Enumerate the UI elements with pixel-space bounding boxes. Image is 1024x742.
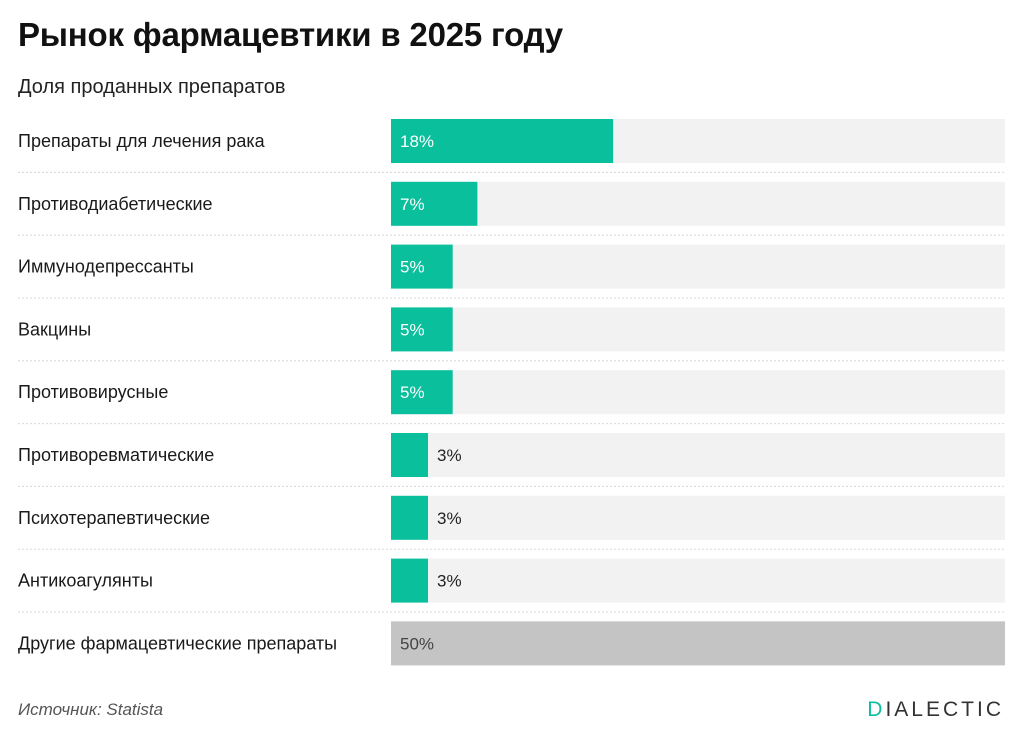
bar (391, 558, 429, 603)
category-label: Противоревматические (18, 445, 214, 465)
value-label: 3% (437, 446, 462, 465)
bar-track (391, 370, 1005, 415)
category-label: Противодиабетические (18, 194, 213, 214)
chart-title: Рынок фармацевтики в 2025 году (18, 16, 563, 53)
bar-track (391, 495, 1005, 540)
value-label: 5% (400, 383, 425, 402)
bar (391, 119, 614, 163)
value-label: 7% (400, 195, 425, 214)
source-note: Источник: Statista (18, 700, 164, 719)
value-label: 5% (400, 258, 425, 277)
category-label: Иммунодепрессанты (18, 257, 194, 277)
chart-subtitle: Доля проданных препаратов (18, 76, 286, 98)
category-label: Вакцины (18, 319, 91, 339)
bar (391, 621, 1005, 666)
category-label: Другие фармацевтические препараты (18, 633, 337, 653)
bar (391, 181, 478, 226)
bar (391, 307, 453, 352)
bar-track (391, 433, 1005, 477)
value-label: 5% (400, 320, 425, 339)
bar-track (391, 244, 1005, 289)
value-label: 18% (400, 132, 434, 151)
bar (391, 370, 453, 415)
value-label: 50% (400, 634, 434, 653)
bar-track (391, 558, 1005, 603)
category-label: Антикоагулянты (18, 571, 153, 591)
dialectic-logo: DIALECTIC (867, 698, 1004, 722)
value-label: 3% (437, 509, 462, 528)
category-label: Противовирусные (18, 382, 168, 402)
value-label: 3% (437, 572, 462, 591)
logo-text: IALECTIC (885, 698, 1004, 721)
category-label: Психотерапевтические (18, 508, 210, 528)
category-label: Препараты для лечения рака (18, 131, 266, 151)
bar (391, 244, 453, 289)
logo-letter-d: D (867, 698, 886, 721)
bar (391, 495, 429, 540)
bar (391, 433, 429, 477)
bar-track (391, 307, 1005, 352)
bar-track (391, 181, 1005, 226)
